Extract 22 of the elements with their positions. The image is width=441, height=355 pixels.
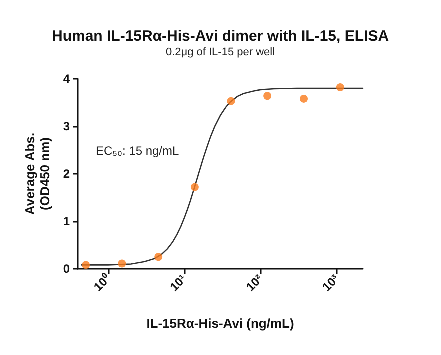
x-tick-label: 10¹ [167, 272, 190, 294]
y-tick-label: 0 [63, 262, 70, 276]
annotation: EC₅₀: 15 ng/mL [96, 144, 180, 158]
x-tick-label: 10² [244, 272, 266, 294]
y-axis-title: Average Abs. (OD450 nm) [22, 132, 52, 216]
point [154, 253, 163, 262]
y-tick-label: 1 [63, 214, 70, 228]
point [118, 260, 126, 268]
x-tick-label: 10⁰ [91, 271, 114, 294]
chart-title: Human IL-15Rα-His-Avi dimer with IL-15, ELISA [52, 28, 390, 45]
y-tick-label: 4 [63, 72, 70, 86]
point [336, 84, 344, 92]
point [227, 97, 236, 106]
point [300, 94, 308, 103]
x-axis-title: IL-15Rα-His-Avi (ng/mL) [146, 316, 294, 331]
point [264, 92, 272, 100]
point [82, 261, 90, 270]
y-tick-label: 2 [63, 167, 70, 181]
x-tick-label: 10³ [320, 272, 342, 294]
point [190, 183, 199, 192]
chart-subtitle: 0.2μg of IL-15 per well [166, 46, 276, 58]
y-tick-label: 3 [63, 120, 70, 134]
